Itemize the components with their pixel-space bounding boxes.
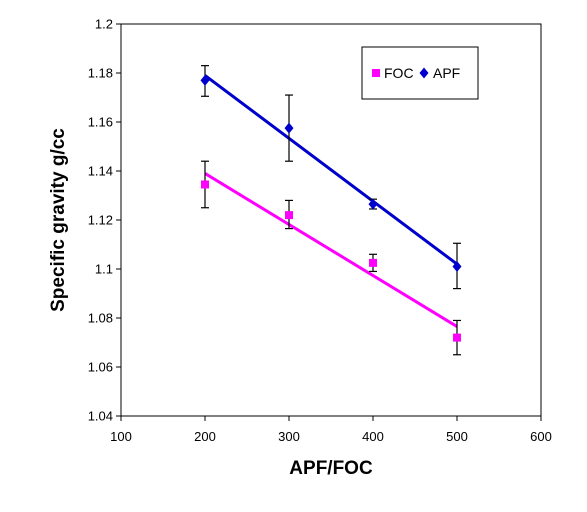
y-tick-label: 1.12 [88, 213, 113, 228]
y-tick-label: 1.2 [95, 17, 113, 32]
error-bars [201, 65, 461, 356]
y-tick-label: 1.04 [88, 409, 113, 424]
x-tick-label: 500 [446, 429, 468, 444]
trendlines [204, 74, 458, 328]
foc-point [285, 211, 293, 220]
foc-point [201, 180, 209, 189]
apf-trendline [204, 74, 458, 266]
x-tick-label: 100 [110, 429, 132, 444]
x-tick-label: 400 [362, 429, 384, 444]
y-tick-label: 1.1 [95, 262, 113, 277]
legend-foc-label: FOC [384, 65, 414, 81]
plot-area: 100 200 300 400 500 600 1.04 1.06 1.08 1.1 1.12 1.1… [88, 17, 552, 445]
y-tick-label: 1.18 [88, 66, 113, 81]
apf-point [452, 261, 462, 273]
x-tick-label: 300 [278, 429, 300, 444]
legend-apf-swatch [419, 67, 429, 79]
data-markers [200, 74, 462, 342]
x-tick-label: 600 [530, 429, 552, 444]
y-tick-label: 1.16 [88, 115, 113, 130]
legend-foc-swatch [372, 69, 380, 77]
apf-point [368, 198, 378, 210]
foc-trendline [204, 172, 458, 328]
legend-apf-label: APF [433, 65, 460, 81]
foc-point [369, 258, 377, 267]
x-tick-label: 200 [194, 429, 216, 444]
foc-point [453, 333, 461, 342]
apf-point [200, 74, 210, 86]
legend: FOC APF [361, 46, 479, 100]
y-tick-label: 1.14 [88, 164, 113, 179]
y-tick-label: 1.06 [88, 360, 113, 375]
apf-point [284, 122, 294, 134]
x-axis-title: APF/FOC [289, 458, 373, 479]
y-axis-title: Specific gravity g/cc [48, 128, 69, 312]
y-tick-label: 1.08 [88, 311, 113, 326]
